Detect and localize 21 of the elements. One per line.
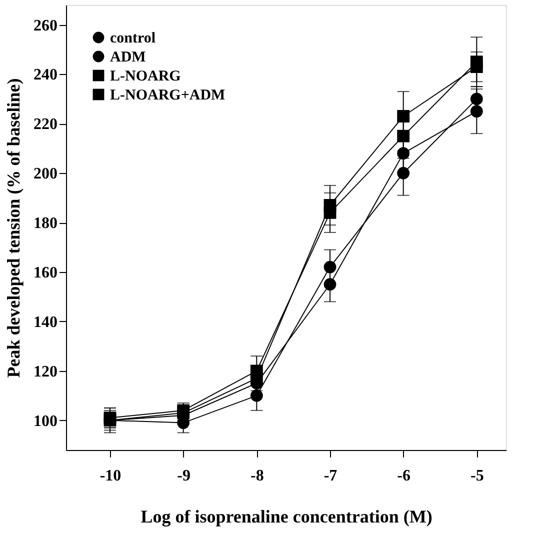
y-tick-label: 120 xyxy=(34,363,58,380)
legend-label: L-NOARG+ADM xyxy=(110,88,226,104)
y-axis-title: Peak developed tension (% of baseline) xyxy=(4,78,24,378)
y-tick-label: 240 xyxy=(34,66,58,84)
y-tick-label: 200 xyxy=(34,166,58,183)
x-tick-label: -10 xyxy=(100,468,122,484)
y-tick-label: 260 xyxy=(34,17,58,34)
legend-label: ADM xyxy=(110,50,146,66)
x-axis-title: Log of isoprenaline concentration (M) xyxy=(140,506,432,526)
legend-label: control xyxy=(110,30,156,46)
x-tick-label: -7 xyxy=(324,468,338,484)
x-tick-label: -9 xyxy=(177,468,190,484)
y-tick-label: 100 xyxy=(34,412,58,430)
x-tick-label: -8 xyxy=(250,468,264,484)
x-tick-label: -6 xyxy=(397,468,410,484)
y-tick-label: 160 xyxy=(34,264,58,282)
x-tick-label: -5 xyxy=(470,468,484,484)
y-tick-label: 140 xyxy=(34,314,58,331)
legend-label: L-NOARG xyxy=(110,68,182,84)
y-tick-label: 180 xyxy=(34,215,58,232)
y-tick-label: 220 xyxy=(34,116,58,134)
